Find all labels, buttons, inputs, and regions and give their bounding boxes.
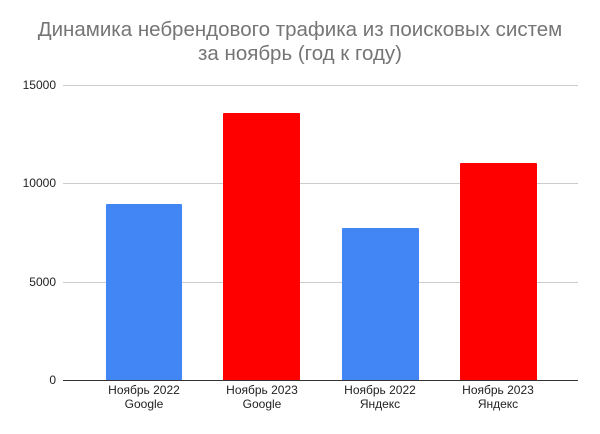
x-label-line: Google — [124, 396, 164, 411]
x-label-yandex-2022: Ноябрь 2022 Яндекс — [325, 383, 435, 411]
bar-google-2023 — [223, 112, 300, 380]
bar-yandex-2022 — [342, 227, 419, 380]
gridline-15000 — [63, 85, 578, 86]
y-tick-5000: 5000 — [29, 275, 56, 289]
chart-title-line-1: Динамика небрендового трафика из поисков… — [37, 18, 563, 41]
x-axis-line — [63, 380, 578, 381]
gridline-5000 — [63, 282, 578, 283]
x-label-line: Google — [242, 396, 282, 411]
x-label-line: Яндекс — [359, 396, 401, 411]
y-tick-0: 0 — [49, 373, 56, 387]
chart-title-line-2: за ноябрь (год к году) — [198, 42, 402, 65]
x-label-line: Ноябрь 2023 — [462, 383, 534, 397]
x-label-line: Яндекс — [477, 396, 519, 411]
gridline-10000 — [63, 183, 578, 184]
bar-yandex-2023 — [460, 162, 537, 380]
bar-google-2022 — [106, 203, 182, 380]
x-label-line: Ноябрь 2022 — [344, 383, 416, 397]
x-label-yandex-2023: Ноябрь 2023 Яндекс — [443, 383, 553, 411]
x-label-google-2023: Ноябрь 2023 Google — [207, 383, 317, 411]
y-tick-10000: 10000 — [22, 176, 56, 190]
y-tick-15000: 15000 — [22, 78, 56, 92]
x-label-line: Ноябрь 2023 — [226, 383, 298, 397]
chart-title: Динамика небрендового трафика из поисков… — [0, 18, 600, 66]
x-label-line: Ноябрь 2022 — [108, 383, 180, 397]
x-label-google-2022: Ноябрь 2022 Google — [89, 383, 199, 411]
